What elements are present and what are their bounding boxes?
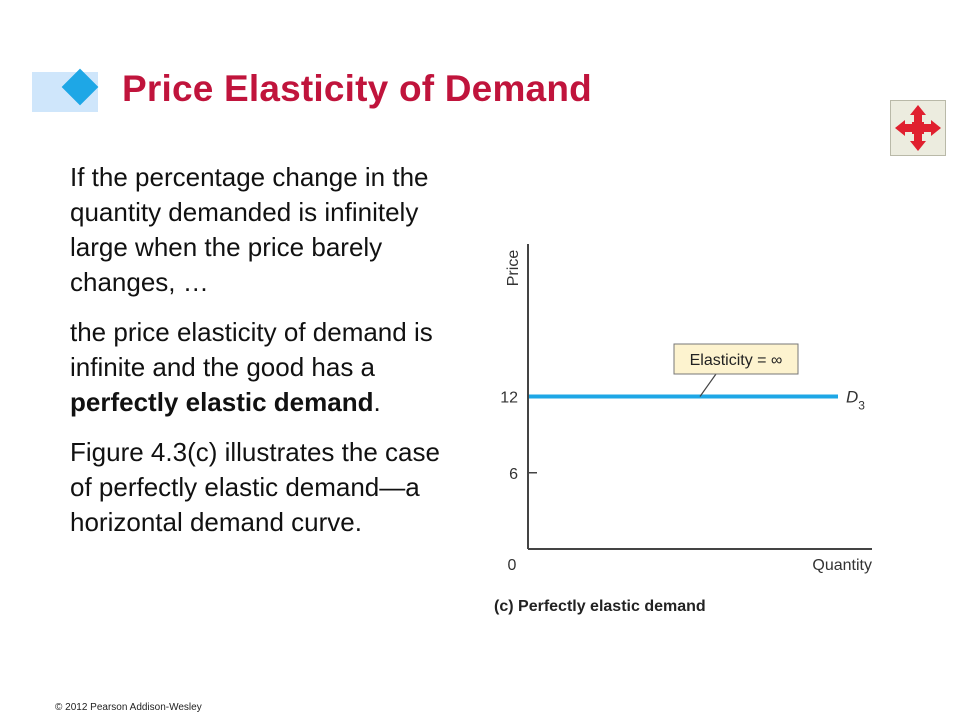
paragraph-2-end: . — [373, 387, 381, 417]
origin-label: 0 — [508, 557, 517, 574]
y-tick-label: 6 — [509, 466, 518, 483]
demand-curve-subscript: 3 — [858, 399, 865, 413]
paragraph-1: If the percentage change in the quantity… — [70, 162, 429, 297]
x-axis-label: Quantity — [812, 557, 872, 574]
navigation-button[interactable] — [890, 100, 946, 156]
four-way-arrows-icon — [895, 105, 941, 151]
callout-leader-line — [699, 373, 717, 397]
figure-caption-tag: (c) — [494, 598, 514, 615]
paragraph-3: Figure 4.3(c) illustrates the case of pe… — [70, 437, 440, 537]
y-axis-label: Price — [505, 250, 522, 287]
paragraph-2-lead: the price elasticity of demand is infini… — [70, 317, 433, 382]
paragraph-2: the price elasticity of demand is infini… — [70, 315, 465, 420]
slide-body: If the percentage change in the quantity… — [70, 160, 465, 555]
callout-box — [673, 343, 799, 375]
figure-caption: (c) Perfectly elastic demand — [494, 598, 706, 616]
slide-title: Price Elasticity of Demand — [122, 68, 592, 109]
figure-caption-text: Perfectly elastic demand — [518, 598, 706, 615]
perfectly-elastic-term: perfectly elastic demand — [70, 387, 374, 417]
demand-chart: Price Quantity 0 6 12 D3 Elasticity = ∞ — [500, 244, 872, 574]
demand-curve-label: D3 — [846, 388, 865, 413]
callout-text: Elasticity = ∞ — [690, 352, 783, 369]
demand-curve-name: D — [846, 388, 858, 407]
elasticity-callout: Elasticity = ∞ — [673, 343, 799, 397]
copyright-notice: © 2012 Pearson Addison-Wesley — [55, 702, 202, 713]
y-tick-label: 12 — [500, 390, 518, 407]
